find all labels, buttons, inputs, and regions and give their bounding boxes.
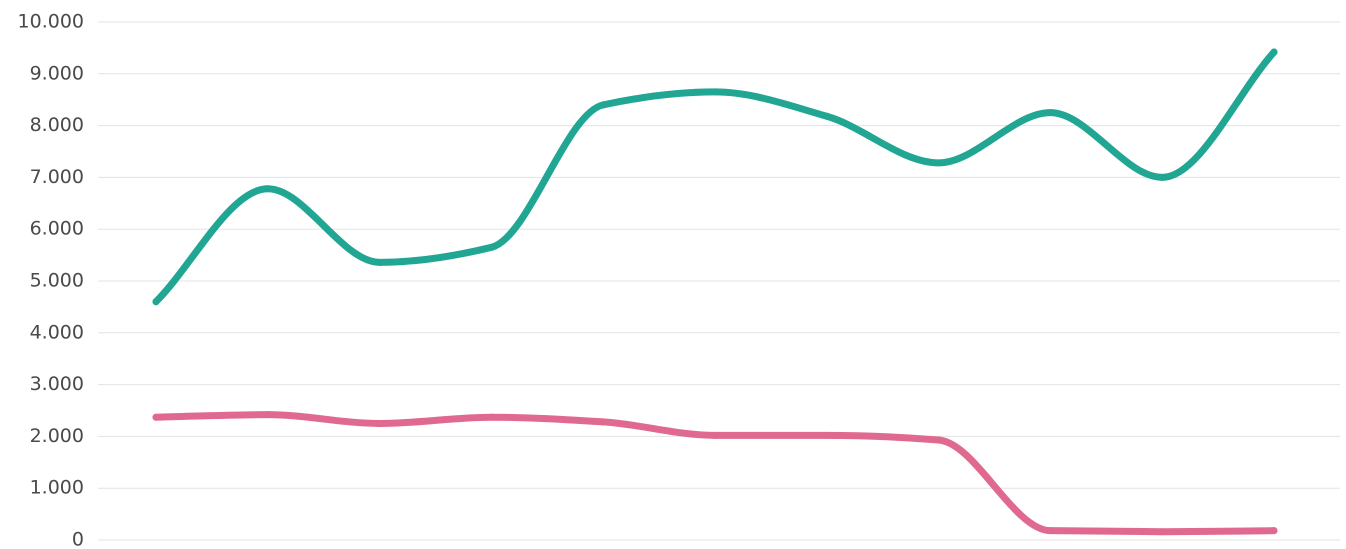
- data-point-s2-2: [264, 411, 272, 419]
- data-point-s1-3: [376, 258, 384, 266]
- data-point-s2-11: [1270, 527, 1278, 535]
- series-line-2: [152, 411, 1278, 536]
- y-tick-label: 6.000: [30, 218, 84, 240]
- data-point-s2-10: [1158, 528, 1166, 536]
- y-tick-label: 1.000: [30, 477, 84, 499]
- y-tick-label: 3.000: [30, 373, 84, 395]
- y-tick-label: 10.000: [18, 11, 84, 33]
- y-tick-label: 2.000: [30, 425, 84, 447]
- data-point-s2-7: [823, 431, 831, 439]
- data-point-s1-4: [487, 243, 495, 251]
- y-tick-label: 4.000: [30, 321, 84, 343]
- data-point-s2-3: [376, 419, 384, 427]
- data-point-s2-8: [935, 436, 943, 444]
- data-point-s2-6: [711, 431, 719, 439]
- data-point-s1-2: [264, 185, 272, 193]
- data-point-s1-11: [1270, 48, 1278, 56]
- data-point-s2-1: [152, 413, 160, 421]
- y-axis: 0 1.000 2.000 3.000 4.000 5.000 6.000 7.000 8.00…: [18, 11, 84, 549]
- data-point-s2-5: [599, 418, 607, 426]
- y-tick-label: 7.000: [30, 166, 84, 188]
- data-point-s1-10: [1158, 173, 1166, 181]
- data-point-s2-9: [1046, 527, 1054, 535]
- chart-grid: [98, 21, 1340, 541]
- data-point-s2-4: [487, 413, 495, 421]
- data-point-s1-6: [711, 88, 719, 96]
- chart-series: [152, 48, 1278, 536]
- data-point-s1-9: [1046, 109, 1054, 117]
- data-point-s1-5: [599, 101, 607, 109]
- y-tick-label: 5.000: [30, 270, 84, 292]
- data-point-s1-7: [823, 112, 831, 120]
- y-tick-label: 0: [72, 529, 84, 549]
- y-tick-label: 9.000: [30, 62, 84, 84]
- y-tick-label: 8.000: [30, 114, 84, 136]
- data-point-s1-8: [935, 159, 943, 167]
- data-point-s1-1: [152, 298, 160, 306]
